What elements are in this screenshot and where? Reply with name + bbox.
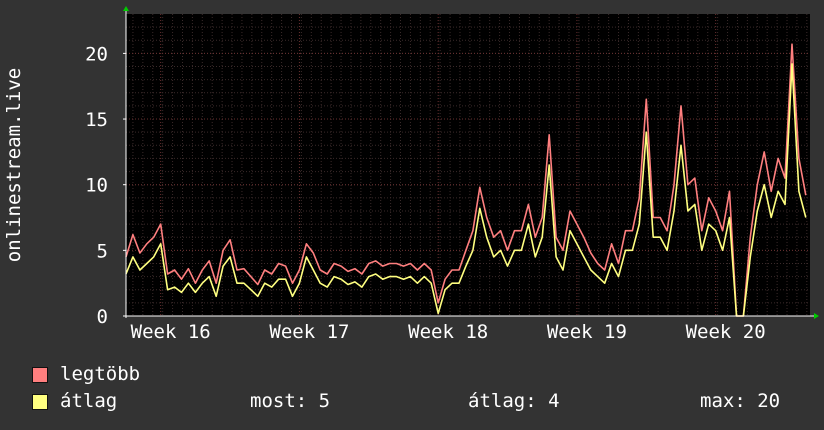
y-tick-label: 15 <box>85 109 108 131</box>
y-tick-label: 20 <box>85 43 108 65</box>
plot-area <box>126 14 810 316</box>
x-tick-label: Week 16 <box>131 321 211 343</box>
y-tick-label: 10 <box>85 175 108 197</box>
x-tick-label: Week 19 <box>547 321 627 343</box>
axes <box>123 6 819 319</box>
y-axis-arrow <box>123 6 129 11</box>
series-line-avg <box>125 63 807 317</box>
x-tick-label: Week 18 <box>408 321 488 343</box>
y-tick-label: 5 <box>97 240 108 262</box>
x-tick-label: Week 20 <box>686 321 766 343</box>
series-group <box>125 43 807 317</box>
x-axis-arrow <box>814 313 819 319</box>
tick-labels: 0 5 10 15 20 Week 16 Week 17 Week 18 Week 19 Week… <box>85 43 766 343</box>
x-tick-label: Week 17 <box>269 321 349 343</box>
y-tick-label: 0 <box>97 306 108 328</box>
y-axis-label: onlinestream.live <box>3 68 25 262</box>
series-line-max <box>125 43 807 317</box>
